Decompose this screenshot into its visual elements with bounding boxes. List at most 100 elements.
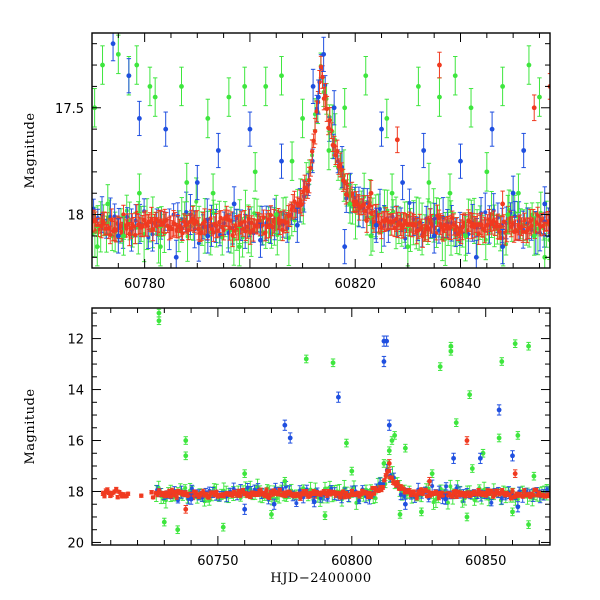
blue-point: [379, 126, 384, 132]
blue-point: [500, 244, 506, 250]
green-point: [526, 62, 532, 68]
red-point: [228, 218, 234, 223]
green-point: [303, 356, 309, 362]
red-point: [530, 493, 536, 498]
blue-point: [431, 233, 437, 239]
blue-point: [245, 485, 250, 490]
x-tick-label: 60780: [124, 277, 165, 292]
red-point: [200, 489, 206, 494]
red-point: [522, 488, 527, 493]
green-point: [105, 201, 111, 207]
blue-point: [205, 233, 211, 239]
blue-point: [407, 201, 412, 206]
green-point: [472, 498, 477, 503]
blue-point: [421, 148, 427, 153]
red-point: [264, 488, 269, 493]
green-point: [289, 158, 295, 164]
green-point: [342, 105, 348, 111]
blue-point: [215, 148, 221, 153]
blue-point: [377, 206, 382, 211]
green-point: [537, 94, 542, 100]
blue-point: [537, 230, 542, 235]
green-point: [347, 201, 353, 207]
green-point: [286, 236, 291, 241]
green-point: [100, 62, 105, 68]
red-point: [268, 212, 274, 218]
red-point: [115, 494, 120, 500]
blue-point: [400, 180, 405, 185]
green-point: [368, 233, 374, 239]
green-point: [500, 84, 506, 89]
blue-point: [194, 180, 200, 185]
red-point: [498, 224, 504, 229]
green-point: [136, 190, 142, 196]
green-point: [242, 84, 248, 89]
red-point: [437, 62, 442, 68]
red-point: [312, 128, 318, 134]
blue-point: [542, 201, 548, 207]
blue-point: [231, 201, 237, 207]
red-point: [237, 493, 243, 498]
red-point: [309, 149, 315, 154]
red-point: [261, 215, 266, 220]
red-point: [500, 201, 506, 207]
green-point: [326, 148, 332, 153]
green-point: [363, 73, 369, 79]
red-point: [149, 490, 154, 495]
green-point: [437, 94, 442, 100]
bottom-panel: 60750 60800 608501214161820MagnitudeHJD−24…: [23, 307, 551, 586]
green-point: [183, 438, 189, 443]
y-tick-label: 17.5: [55, 102, 84, 117]
red-point: [386, 468, 391, 474]
blue-point: [473, 254, 479, 260]
x-tick-label: 60800: [229, 277, 270, 292]
red-point: [448, 225, 453, 230]
red-point: [394, 137, 400, 143]
blue-point: [283, 484, 288, 489]
blue-point: [173, 254, 179, 260]
green-point: [531, 233, 537, 239]
green-point: [516, 190, 521, 196]
red-point: [108, 232, 113, 238]
red-point: [329, 128, 334, 133]
blue-point: [258, 237, 263, 243]
green-point: [426, 180, 432, 185]
green-point: [452, 73, 458, 79]
blue-point: [377, 481, 382, 486]
green-point: [468, 105, 474, 111]
red-point: [133, 232, 138, 238]
blue-point: [112, 214, 117, 219]
blue-point: [217, 232, 222, 237]
blue-point: [499, 496, 504, 501]
green-point: [389, 190, 395, 196]
red-point: [102, 493, 107, 499]
blue-point: [512, 214, 517, 219]
red-point: [109, 217, 114, 223]
blue-point: [398, 492, 403, 497]
green-point: [205, 116, 211, 121]
red-point: [368, 190, 374, 196]
green-point: [300, 116, 305, 121]
red-point: [246, 216, 251, 221]
blue-point: [342, 244, 348, 250]
blue-point: [136, 116, 142, 121]
green-point: [124, 208, 129, 213]
red-point: [510, 488, 515, 494]
red-point: [139, 493, 144, 498]
blue-point: [402, 494, 407, 499]
red-point: [327, 118, 333, 123]
y-axis-title: Magnitude: [23, 112, 38, 188]
green-point: [210, 190, 216, 196]
blue-point: [357, 498, 362, 503]
green-point: [158, 244, 163, 250]
green-point: [447, 190, 453, 196]
green-point: [405, 244, 411, 250]
blue-point: [294, 501, 299, 506]
green-point: [194, 199, 199, 204]
green-point: [179, 84, 184, 89]
red-point: [345, 182, 350, 187]
blue-point: [126, 73, 132, 79]
blue-point: [444, 484, 449, 489]
red-point: [454, 494, 459, 499]
green-point: [121, 233, 126, 239]
